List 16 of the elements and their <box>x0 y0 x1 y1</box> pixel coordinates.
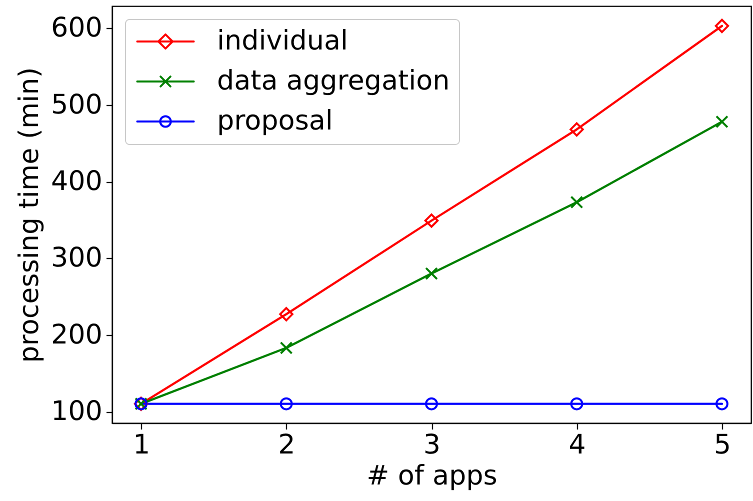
x-tick-label: 2 <box>278 430 296 460</box>
x-axis-title: # of apps <box>366 460 498 492</box>
legend-label: data aggregation <box>217 66 450 96</box>
x-tick-label: 3 <box>423 430 441 460</box>
y-tick-label: 600 <box>50 12 102 44</box>
y-tick-label: 200 <box>50 319 102 350</box>
y-tick-label: 500 <box>50 89 102 120</box>
x-tick-label: 5 <box>714 430 732 460</box>
x-tick-label: 4 <box>568 430 586 460</box>
legend-label: proposal <box>217 106 333 136</box>
legend-label: individual <box>217 26 348 56</box>
y-tick-label: 100 <box>50 396 102 427</box>
x-tick-label: 1 <box>132 430 150 460</box>
y-tick-label: 300 <box>50 242 102 274</box>
y-tick-label: 400 <box>50 166 102 198</box>
y-axis-title: processing time (min) <box>14 67 45 363</box>
